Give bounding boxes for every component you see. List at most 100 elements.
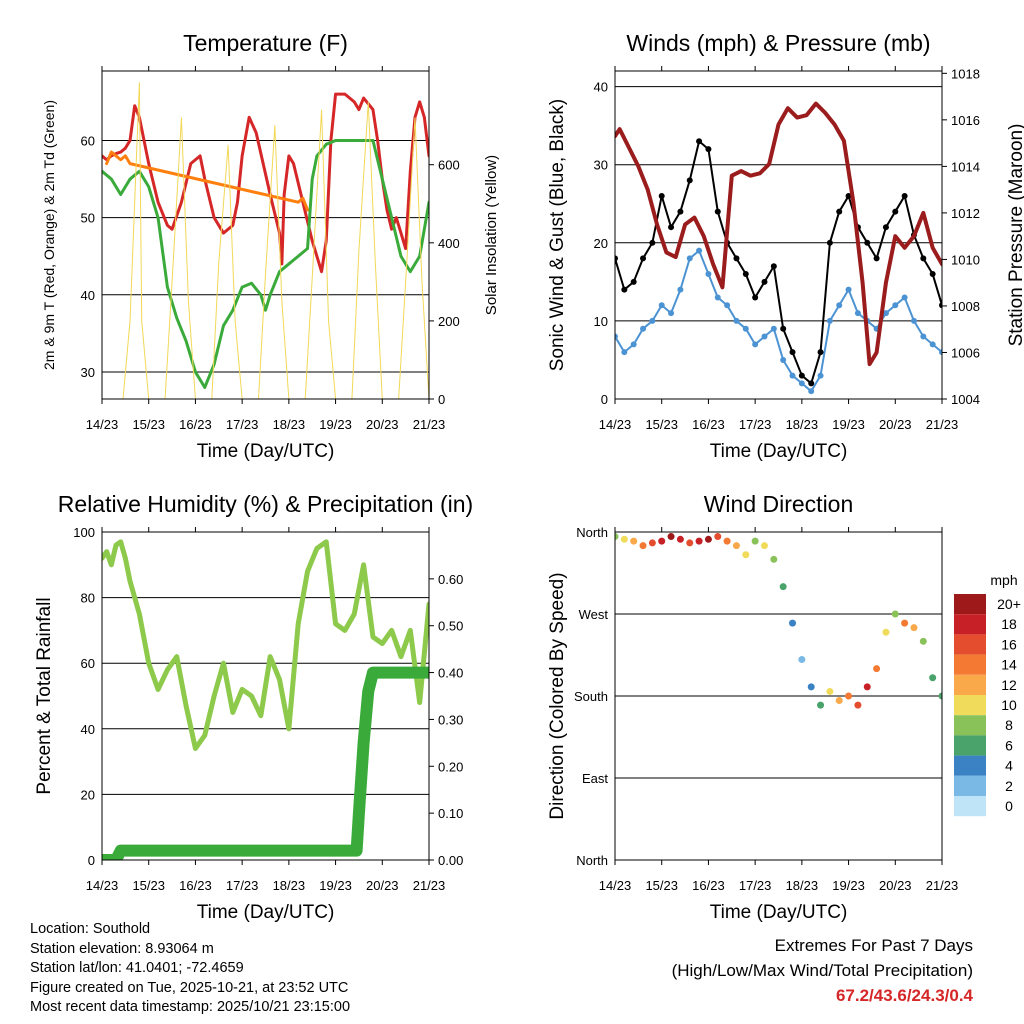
plot-frame xyxy=(101,70,430,400)
direction-point xyxy=(919,637,927,645)
x-tick-label: 14/23 xyxy=(86,417,119,432)
x-tick-label: 15/23 xyxy=(132,417,165,432)
y-tick-label: 30 xyxy=(594,158,608,173)
y-right-tick-label: 0.10 xyxy=(438,806,463,821)
y-right-tick-label: 1014 xyxy=(951,159,980,174)
location-text: Location: Southold xyxy=(30,921,151,937)
plot-frame xyxy=(614,531,943,861)
y-tick-label: North xyxy=(576,853,608,868)
direction-point xyxy=(704,535,712,543)
direction-point xyxy=(873,665,881,673)
direction-point xyxy=(658,537,666,545)
x-tick-label: 19/23 xyxy=(832,417,865,432)
y-right-axis-label: Solar Insolation (Yellow) xyxy=(483,155,500,315)
y-tick-label: South xyxy=(574,689,608,704)
x-tick-label: 20/23 xyxy=(879,417,912,432)
x-tick-label: 14/23 xyxy=(86,878,119,893)
direction-point xyxy=(854,701,862,709)
x-tick-label: 17/23 xyxy=(226,417,259,432)
legend-label: 20+ xyxy=(997,596,1021,612)
legend-label: 14 xyxy=(1001,657,1017,673)
x-tick-label: 17/23 xyxy=(739,878,772,893)
station-pressure-line xyxy=(615,101,942,367)
y-tick-label: 20 xyxy=(594,236,608,251)
y-right-tick-label: 0.60 xyxy=(438,572,463,587)
extremes-title: Extremes For Past 7 Days xyxy=(774,936,973,955)
y-right-tick-label: 200 xyxy=(438,314,460,329)
direction-point xyxy=(835,697,843,705)
direction-point xyxy=(789,619,797,627)
x-tick-label: 21/23 xyxy=(413,878,446,893)
y-tick-label: 50 xyxy=(81,211,95,226)
x-tick-label: 20/23 xyxy=(879,878,912,893)
y-tick-label: 0 xyxy=(88,853,95,868)
chart-title: Winds (mph) & Pressure (mb) xyxy=(626,30,930,56)
legend-swatch xyxy=(954,674,986,695)
direction-point xyxy=(760,542,768,550)
x-tick-label: 18/23 xyxy=(786,417,819,432)
9m-t-line xyxy=(105,150,310,212)
direction-point xyxy=(695,537,703,545)
legend-label: 6 xyxy=(1005,737,1013,753)
y-right-tick-label: 1012 xyxy=(951,206,980,221)
x-tick-label: 16/23 xyxy=(179,878,212,893)
direction-point xyxy=(667,533,675,541)
relative-humidity-line xyxy=(102,539,429,751)
plot-frame xyxy=(101,531,430,861)
y-right-tick-label: 1010 xyxy=(951,252,980,267)
direction-point xyxy=(938,692,942,700)
y-right-tick-label: 0.40 xyxy=(438,666,463,681)
legend-label: 4 xyxy=(1005,758,1013,774)
y-tick-label: 0 xyxy=(601,392,608,407)
direction-point xyxy=(639,542,647,550)
solar-insolation-line xyxy=(102,82,429,399)
direction-point xyxy=(901,619,909,627)
x-tick-label: 16/23 xyxy=(692,417,725,432)
direction-point xyxy=(770,555,778,563)
direction-point xyxy=(826,687,834,695)
y-tick-label: 60 xyxy=(81,133,95,148)
series-layer xyxy=(102,539,429,860)
direction-point xyxy=(807,683,815,691)
y-tick-label: 30 xyxy=(81,365,95,380)
y-right-axis-label: Station Pressure (Maroon) xyxy=(1006,124,1024,347)
y-right-tick-label: 0 xyxy=(438,392,445,407)
direction-point xyxy=(798,656,806,664)
chart-title: Wind Direction xyxy=(704,491,854,517)
x-tick-label: 21/23 xyxy=(926,878,959,893)
recent-text: Most recent data timestamp: 2025/10/21 2… xyxy=(30,999,351,1015)
legend-label: 10 xyxy=(1001,697,1017,713)
legend-swatch xyxy=(954,594,986,615)
direction-point xyxy=(817,701,825,709)
y-axis-label: Percent & Total Rainfall xyxy=(34,597,55,794)
legend-swatch xyxy=(954,796,986,817)
station-info: Location: Southold Station elevation: 8.… xyxy=(30,920,350,1018)
y-tick-label: North xyxy=(576,525,608,540)
chart-title: Temperature (F) xyxy=(183,30,348,56)
x-tick-label: 21/23 xyxy=(413,417,446,432)
2m-td-line xyxy=(102,138,429,389)
winds-chart: 0 10 20 30 40 1004 1006 1008 1010 1012 1014 1016 101… xyxy=(547,30,1024,462)
x-tick-label: 18/23 xyxy=(273,417,306,432)
series-layer xyxy=(102,82,429,399)
x-axis-label: Time (Day/UTC) xyxy=(197,902,335,923)
legend-swatch xyxy=(954,755,986,776)
legend-swatch xyxy=(954,775,986,796)
x-axis-label: Time (Day/UTC) xyxy=(710,441,848,462)
direction-point xyxy=(714,533,722,541)
direction-point xyxy=(929,674,937,682)
legend-swatch xyxy=(954,715,986,736)
series-layer xyxy=(615,533,942,709)
legend-label: 8 xyxy=(1005,717,1013,733)
x-tick-label: 15/23 xyxy=(132,878,165,893)
x-axis-label: Time (Day/UTC) xyxy=(710,902,848,923)
legend-label: 16 xyxy=(1001,636,1017,652)
direction-point xyxy=(751,537,759,545)
direction-point xyxy=(779,583,787,591)
legend-label: 2 xyxy=(1005,778,1013,794)
y-right-tick-label: 1016 xyxy=(951,113,980,128)
x-tick-label: 20/23 xyxy=(366,878,399,893)
extremes-block: Extremes For Past 7 Days (High/Low/Max W… xyxy=(672,933,973,1008)
